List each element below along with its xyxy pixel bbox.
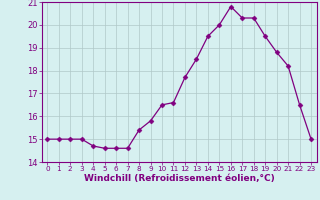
X-axis label: Windchill (Refroidissement éolien,°C): Windchill (Refroidissement éolien,°C) — [84, 174, 275, 183]
